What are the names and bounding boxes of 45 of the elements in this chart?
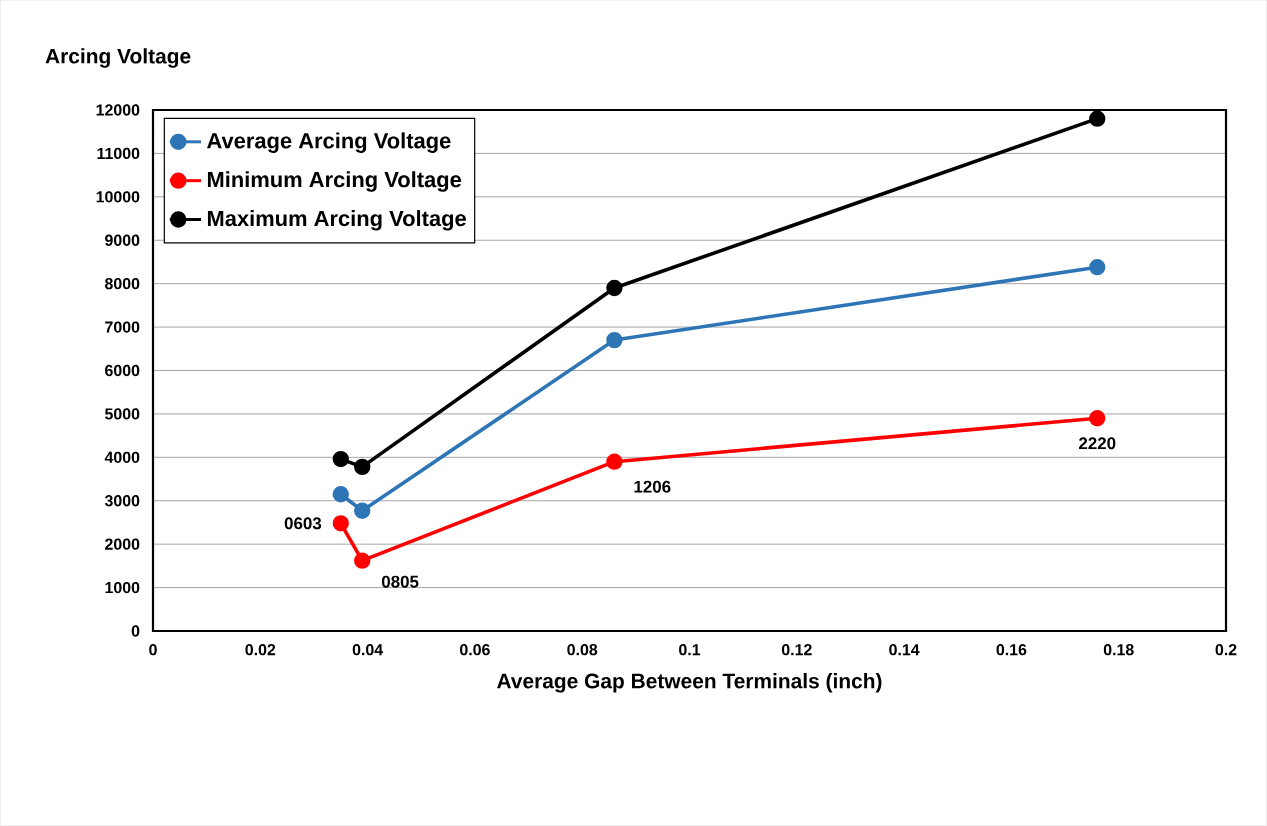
point [1089, 410, 1106, 427]
x-tick-label: 0.06 [460, 644, 490, 656]
y-axis-title: Arcing Voltage [45, 48, 191, 68]
y-tick-label: 2000 [105, 538, 140, 550]
y-tick-label: 9000 [105, 234, 140, 246]
x-tick-label: 0.08 [567, 644, 598, 656]
annotation: 1206 [634, 480, 671, 493]
y-tick-label: 11000 [97, 147, 140, 160]
y-tick-label: 3000 [104, 495, 140, 507]
annotation: 0805 [381, 575, 419, 588]
x-tick-label: 0.12 [781, 644, 812, 656]
x-tick-label: 0.1 [679, 644, 701, 656]
point [354, 458, 371, 476]
legend-label: Maximum Arcing Voltage [207, 210, 466, 231]
y-tick-label: 7000 [105, 321, 140, 333]
x-tick-label: 0.04 [352, 644, 384, 656]
y-tick-label: 1000 [105, 581, 140, 594]
point [332, 486, 349, 503]
y-tick-label: 5000 [105, 408, 140, 420]
annotation: 0603 [284, 517, 322, 530]
y-tick-label: 0 [131, 625, 140, 637]
x-axis-title: Average Gap Between Terminals (inch) [497, 673, 882, 693]
x-tick-label: 0.14 [889, 644, 920, 656]
y-tick-label: 6000 [105, 364, 140, 377]
point [606, 331, 623, 349]
legend-label: Average Arcing Voltage [207, 132, 451, 153]
y-tick-label: 10000 [96, 191, 140, 203]
y-tick-label: 4000 [104, 451, 140, 463]
point [332, 450, 349, 468]
point [354, 502, 371, 519]
x-tick-label: 0 [149, 644, 157, 656]
point [1089, 110, 1106, 127]
y-tick-label: 8000 [105, 278, 140, 290]
point [1089, 258, 1106, 276]
point [606, 279, 623, 297]
x-tick-label: 0.02 [245, 644, 276, 656]
point [354, 552, 371, 569]
point [606, 453, 623, 470]
x-tick-label: 0.16 [996, 644, 1027, 656]
y-tick-label: 12000 [96, 104, 140, 116]
x-tick-label: 0.18 [1103, 644, 1134, 656]
annotation: 2220 [1079, 437, 1116, 450]
x-tick-label: 0.2 [1215, 644, 1237, 656]
legend-label: Minimum Arcing Voltage [207, 171, 462, 192]
point [332, 515, 349, 532]
